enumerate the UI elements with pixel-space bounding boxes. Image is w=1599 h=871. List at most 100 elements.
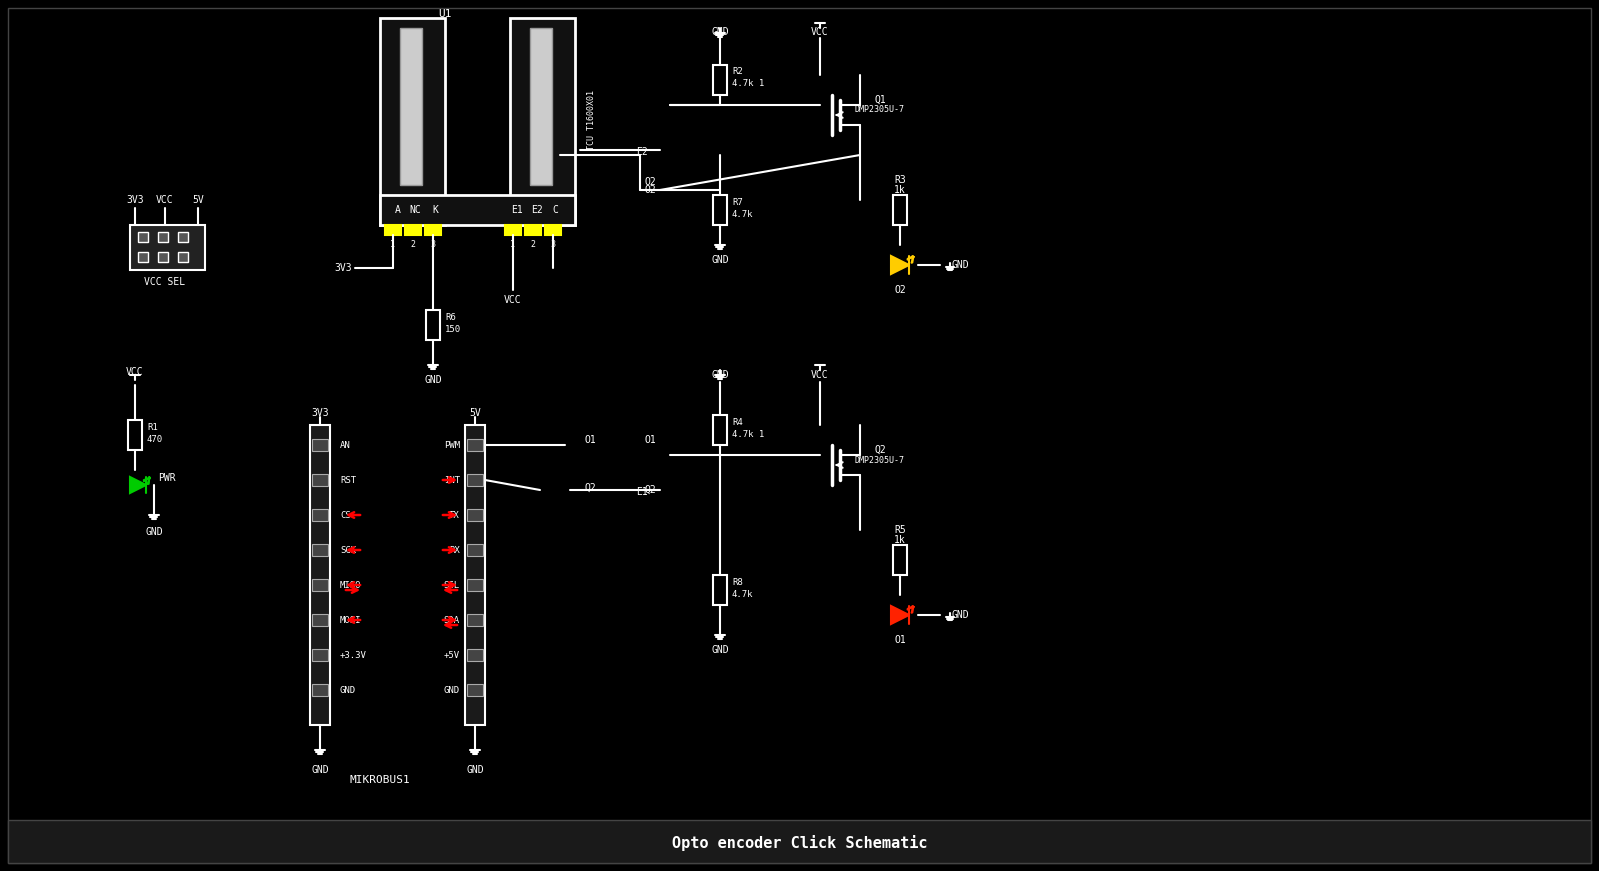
- Text: E1: E1: [512, 205, 523, 215]
- Text: Q1: Q1: [875, 95, 886, 105]
- Bar: [128, 420, 142, 450]
- Bar: [713, 575, 728, 605]
- Bar: [8, 820, 1591, 863]
- Text: DMP2305U-7: DMP2305U-7: [855, 105, 905, 114]
- Bar: [713, 415, 728, 445]
- Bar: [312, 509, 328, 521]
- Text: R5: R5: [894, 525, 907, 535]
- Text: O2: O2: [644, 185, 656, 195]
- Text: 3V3: 3V3: [334, 263, 352, 273]
- Bar: [467, 649, 483, 661]
- Text: RST: RST: [341, 476, 357, 484]
- Text: +3.3V: +3.3V: [341, 651, 366, 659]
- Text: 1k: 1k: [894, 185, 907, 195]
- Bar: [529, 28, 552, 185]
- Bar: [713, 195, 728, 225]
- Text: C: C: [552, 205, 558, 215]
- Bar: [892, 545, 907, 575]
- Bar: [467, 684, 483, 696]
- Text: VCC: VCC: [811, 370, 828, 380]
- Text: SCK: SCK: [341, 545, 357, 555]
- Bar: [467, 474, 483, 486]
- Text: GND: GND: [341, 685, 357, 694]
- Bar: [467, 614, 483, 626]
- Bar: [467, 579, 483, 591]
- Bar: [713, 65, 728, 95]
- Text: TX: TX: [449, 510, 461, 519]
- Text: GND: GND: [712, 27, 729, 37]
- Text: 5V: 5V: [469, 408, 481, 418]
- Bar: [381, 195, 576, 225]
- Text: 4.7k: 4.7k: [732, 590, 753, 598]
- Bar: [312, 544, 328, 556]
- Text: PWR: PWR: [158, 473, 176, 483]
- Text: E1: E1: [636, 487, 648, 497]
- Text: 3V3: 3V3: [312, 408, 329, 418]
- Text: O1: O1: [644, 435, 656, 445]
- Text: 1k: 1k: [894, 535, 907, 545]
- Text: Q2: Q2: [584, 483, 596, 493]
- Text: O1: O1: [894, 635, 907, 645]
- Bar: [158, 252, 168, 262]
- Text: SCL: SCL: [445, 580, 461, 590]
- Text: O2: O2: [644, 177, 656, 187]
- Text: RX: RX: [449, 545, 461, 555]
- Text: Opto encoder Click Schematic: Opto encoder Click Schematic: [672, 835, 927, 851]
- Text: GND: GND: [712, 645, 729, 655]
- Bar: [138, 252, 149, 262]
- Text: 4.7k 1: 4.7k 1: [732, 429, 764, 438]
- Text: GND: GND: [146, 527, 163, 537]
- Bar: [177, 232, 189, 242]
- Text: O1: O1: [584, 435, 596, 445]
- Bar: [130, 225, 205, 270]
- Bar: [138, 232, 149, 242]
- Text: R2: R2: [732, 67, 744, 77]
- Bar: [177, 252, 189, 262]
- Bar: [510, 18, 576, 225]
- Text: GND: GND: [712, 370, 729, 380]
- Bar: [312, 579, 328, 591]
- Text: TCU T1600X01: TCU T1600X01: [587, 90, 596, 150]
- Text: GND: GND: [951, 260, 969, 270]
- Text: GND: GND: [424, 375, 441, 385]
- Bar: [381, 18, 445, 225]
- Bar: [467, 509, 483, 521]
- Text: AN: AN: [341, 441, 350, 449]
- Text: GND: GND: [312, 765, 329, 775]
- Text: 150: 150: [445, 325, 461, 334]
- Text: NC: NC: [409, 205, 421, 215]
- Text: VCC: VCC: [811, 27, 828, 37]
- Text: 3V3: 3V3: [126, 195, 144, 205]
- Bar: [158, 232, 168, 242]
- Text: 3: 3: [430, 240, 435, 248]
- Text: 3: 3: [550, 240, 555, 248]
- Text: 4.7k: 4.7k: [732, 210, 753, 219]
- Text: GND: GND: [951, 610, 969, 620]
- Bar: [524, 225, 540, 235]
- Text: 1: 1: [510, 240, 515, 248]
- Polygon shape: [891, 256, 908, 274]
- Bar: [425, 225, 441, 235]
- Text: Q2: Q2: [875, 445, 886, 455]
- Text: 5V: 5V: [192, 195, 205, 205]
- Text: E2: E2: [531, 205, 544, 215]
- Bar: [467, 439, 483, 451]
- Bar: [312, 439, 328, 451]
- Bar: [312, 474, 328, 486]
- Text: 470: 470: [147, 435, 163, 443]
- Text: R8: R8: [732, 577, 744, 586]
- Text: 2: 2: [411, 240, 416, 248]
- Text: GND: GND: [445, 685, 461, 694]
- Text: MOSI: MOSI: [341, 616, 361, 625]
- Bar: [892, 195, 907, 225]
- Polygon shape: [130, 477, 146, 493]
- Text: 1: 1: [390, 240, 395, 248]
- Bar: [312, 614, 328, 626]
- Bar: [312, 649, 328, 661]
- Text: 4.7k 1: 4.7k 1: [732, 79, 764, 89]
- Text: Q2: Q2: [644, 485, 656, 495]
- Text: VCC: VCC: [504, 295, 521, 305]
- Bar: [505, 225, 521, 235]
- Text: 2: 2: [531, 240, 536, 248]
- Text: +5V: +5V: [445, 651, 461, 659]
